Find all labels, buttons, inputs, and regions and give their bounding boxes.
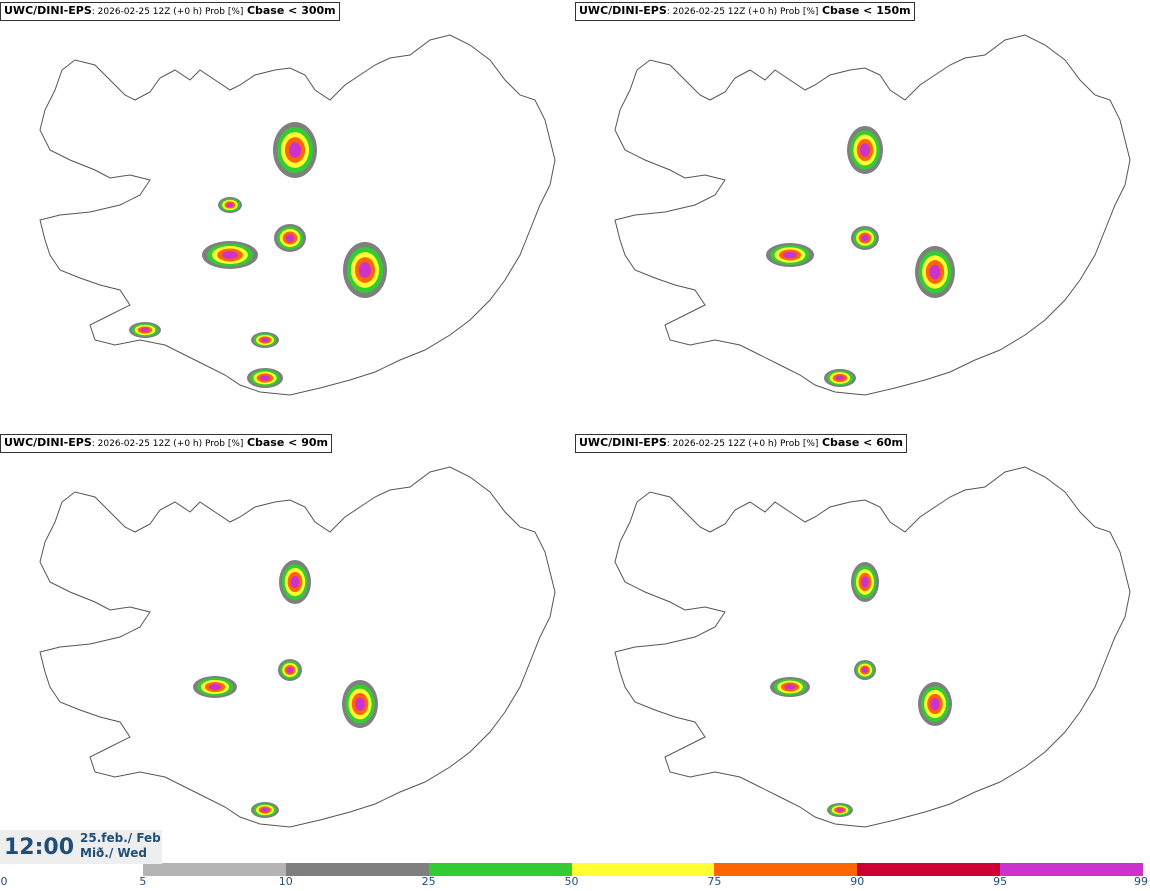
- colorbar-band: [714, 863, 858, 876]
- probability-area: [861, 576, 869, 588]
- coastline: [39, 466, 556, 828]
- probability-area: [930, 697, 940, 711]
- valid-time: 12:00: [4, 835, 75, 860]
- probability-area: [208, 683, 222, 691]
- probability-area: [859, 143, 871, 157]
- probability-area: [835, 375, 845, 381]
- colorbar-band: [571, 863, 715, 876]
- colorbar-tick-label: 10: [278, 875, 293, 888]
- probability-area: [261, 807, 269, 813]
- coastline: [39, 34, 556, 396]
- colorbar-tick-label: 25: [421, 875, 436, 888]
- probability-area: [286, 666, 294, 674]
- colorbar-tick-label: 0: [0, 875, 8, 888]
- map-panel-60m: UWC/DINI-EPS: 2026-02-25 12Z (+0 h) Prob…: [575, 432, 1150, 864]
- colorbar-band: [1000, 863, 1143, 876]
- probability-area: [929, 264, 941, 280]
- probability-area: [222, 251, 238, 259]
- map-panel-150m: UWC/DINI-EPS: 2026-02-25 12Z (+0 h) Prob…: [575, 0, 1150, 432]
- colorbar-band: [428, 863, 572, 876]
- map-panel-300m: UWC/DINI-EPS: 2026-02-25 12Z (+0 h) Prob…: [0, 0, 575, 432]
- probability-area: [140, 327, 150, 333]
- iceland-map: [39, 34, 556, 396]
- probability-area: [861, 667, 869, 673]
- colorbar-band: [285, 863, 429, 876]
- colorbar-tick-label: 95: [993, 875, 1008, 888]
- colorbar-tick-label: 5: [139, 875, 147, 888]
- iceland-map: [39, 466, 556, 828]
- colorbar-band: [142, 863, 286, 876]
- valid-time-box: 12:00 25.feb./ Feb Mið./ Wed: [0, 830, 162, 864]
- panel-title: UWC/DINI-EPS: 2026-02-25 12Z (+0 h) Prob…: [575, 2, 915, 21]
- panel-title: UWC/DINI-EPS: 2026-02-25 12Z (+0 h) Prob…: [575, 434, 907, 453]
- valid-date: 25.feb./ Feb Mið./ Wed: [80, 831, 161, 861]
- probability-area: [288, 142, 302, 158]
- colorbar-band: [857, 863, 1001, 876]
- date-line-1: 25.feb./ Feb: [80, 831, 161, 845]
- probability-area: [354, 697, 366, 711]
- colorbar-tick-label: 75: [707, 875, 722, 888]
- probability-area: [784, 684, 796, 690]
- probability-area: [836, 808, 844, 812]
- date-line-2: Mið./ Wed: [80, 846, 147, 860]
- probability-area: [259, 375, 271, 381]
- probability-area: [285, 234, 295, 242]
- map-panel-90m: UWC/DINI-EPS: 2026-02-25 12Z (+0 h) Prob…: [0, 432, 575, 864]
- panel-title: UWC/DINI-EPS: 2026-02-25 12Z (+0 h) Prob…: [0, 434, 332, 453]
- probability-area: [226, 202, 234, 208]
- probability-area: [290, 575, 300, 589]
- iceland-map: [614, 34, 1131, 396]
- coastline: [614, 34, 1131, 396]
- probability-colorbar: 0 5 10 25 50 75 90 95 99: [0, 862, 1150, 891]
- probability-area: [783, 251, 797, 259]
- colorbar-tick-label: 50: [564, 875, 579, 888]
- colorbar-tick-label: 99: [1134, 875, 1148, 888]
- colorbar-band: [0, 863, 143, 876]
- coastline: [614, 466, 1131, 828]
- probability-area: [261, 337, 269, 343]
- colorbar-tick-label: 90: [850, 875, 865, 888]
- iceland-map: [614, 466, 1131, 828]
- probability-area: [358, 262, 372, 278]
- panel-title: UWC/DINI-EPS: 2026-02-25 12Z (+0 h) Prob…: [0, 2, 340, 21]
- probability-area: [861, 234, 869, 242]
